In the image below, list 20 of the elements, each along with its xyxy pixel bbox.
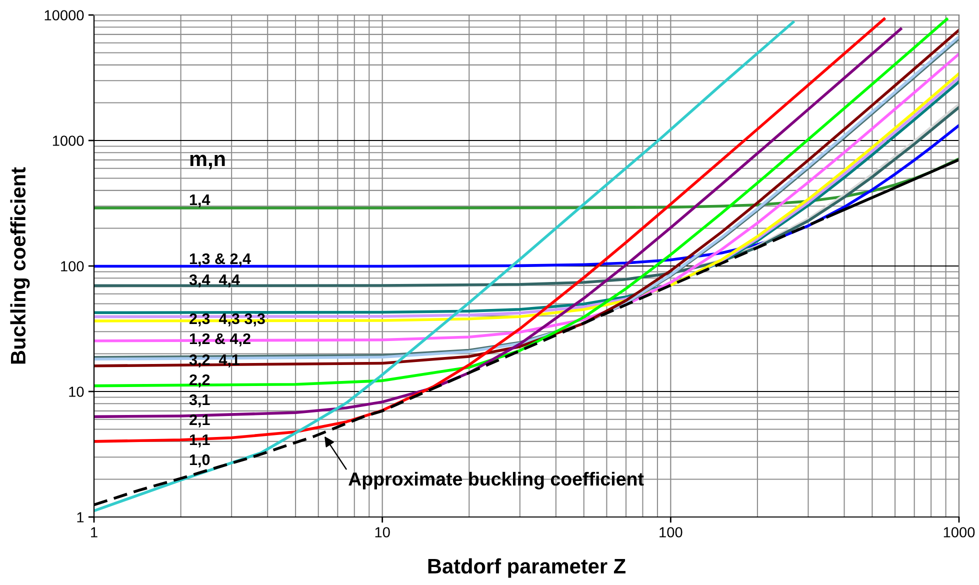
annotation: 3,4 4,4 [189, 274, 240, 288]
y-axis-title: Buckling coefficient [10, 167, 30, 364]
x-tick-label: 10 [375, 527, 390, 538]
annotation: 1,3 & 2,4 [190, 253, 251, 266]
annotation: 3,1 [189, 394, 210, 408]
annotation: m,n [190, 154, 225, 170]
y-tick-label: 100 [61, 261, 84, 272]
annotation: 1,4 [190, 194, 210, 208]
y-tick-label: 10000 [44, 10, 84, 20]
annotation: 1,0 [190, 454, 210, 468]
annotation: 2,1 [190, 414, 210, 428]
x-tick-label: 1000 [944, 527, 975, 538]
y-tick-label: 1 [77, 512, 84, 522]
y-tick-label: 10 [69, 386, 84, 397]
x-axis-title: Batdorf parameter Z [428, 558, 626, 578]
x-tick-label: 100 [660, 527, 682, 538]
annotation: 1,1 [190, 434, 210, 448]
y-tick-label: 1000 [52, 136, 84, 146]
x-tick-label: 1 [91, 527, 98, 538]
annotation: Approximate buckling coefficient [348, 472, 644, 490]
